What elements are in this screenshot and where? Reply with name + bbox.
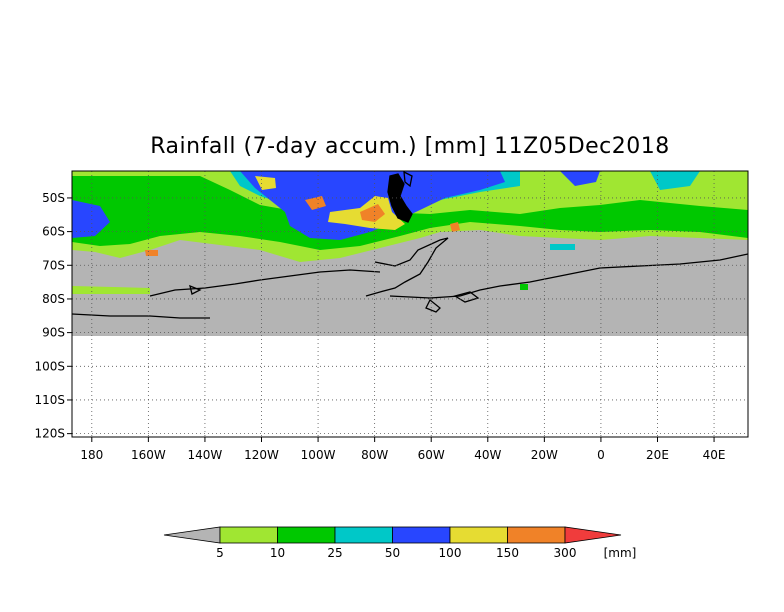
legend-label: 10 [270, 546, 285, 560]
lat-tick-label: 60S [42, 225, 65, 239]
legend-above-arrow [564, 526, 622, 544]
lon-tick-label: 160W [131, 448, 166, 462]
plot-frame [71, 170, 749, 438]
lat-tick-label: 90S [42, 326, 65, 340]
page-title: Rainfall (7-day accum.) [mm] 11Z05Dec201… [150, 134, 670, 159]
lon-tick-label: 60W [418, 448, 445, 462]
legend-swatch [507, 526, 566, 544]
legend-label: 150 [496, 546, 519, 560]
legend-label: 100 [439, 546, 462, 560]
legend-swatch [277, 526, 336, 544]
lon-tick-label: 80W [361, 448, 388, 462]
lat-tick-label: 100S [34, 359, 65, 373]
legend-label: 5 [216, 546, 224, 560]
legend-label: 300 [554, 546, 577, 560]
legend-label: 25 [327, 546, 342, 560]
lat-tick-label: 80S [42, 292, 65, 306]
lat-tick-label: 120S [34, 427, 65, 441]
lon-tick-label: 140W [188, 448, 223, 462]
lon-tick-label: 40E [703, 448, 726, 462]
lat-tick-label: 50S [42, 191, 65, 205]
legend-swatch [392, 526, 451, 544]
legend-below-arrow [163, 526, 221, 544]
lon-tick-label: 20E [646, 448, 669, 462]
lon-tick-label: 120W [244, 448, 279, 462]
lon-tick-label: 100W [301, 448, 336, 462]
legend-label: 50 [385, 546, 400, 560]
lon-tick-label: 180 [80, 448, 103, 462]
lat-tick-label: 110S [34, 393, 65, 407]
lon-tick-label: 40W [474, 448, 501, 462]
legend-units: [mm] [604, 546, 637, 560]
lon-tick-label: 0 [597, 448, 605, 462]
legend-swatch [219, 526, 278, 544]
legend-swatch [449, 526, 508, 544]
lon-tick-label: 20W [531, 448, 558, 462]
lat-tick-label: 70S [42, 258, 65, 272]
legend-swatch [334, 526, 393, 544]
